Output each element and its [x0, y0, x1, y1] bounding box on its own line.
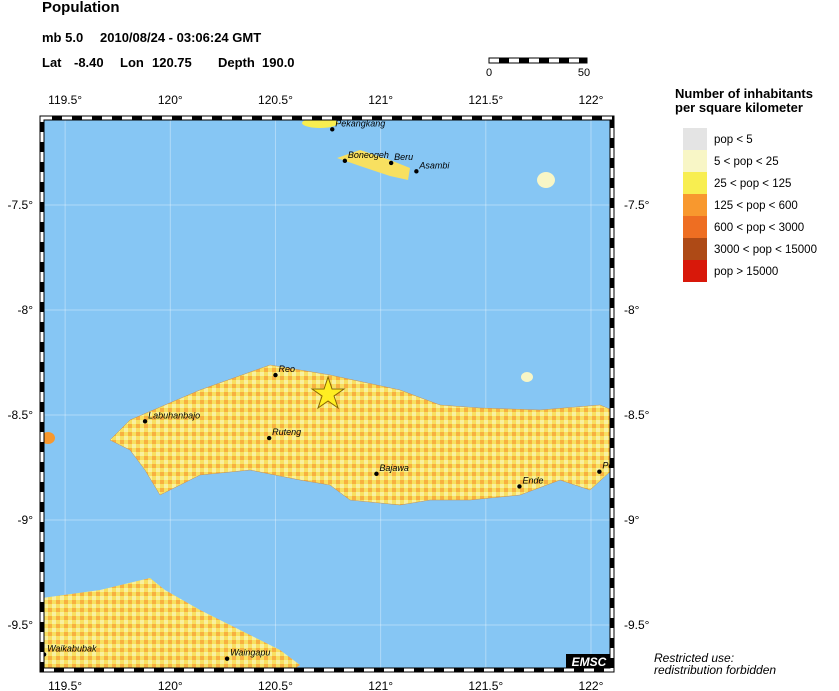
scale-bar: [488, 57, 588, 64]
lon-tick-label: 120°: [158, 679, 183, 691]
lon-tick-label: 120°: [158, 93, 183, 107]
lon-tick-label: 122°: [579, 679, 604, 691]
notice: redistribution forbidden: [654, 663, 776, 677]
legend-label: pop > 15000: [714, 266, 778, 278]
lat-tick-label: -7.5°: [8, 198, 34, 212]
depth-value: 190.0: [262, 55, 295, 70]
brand: EMSC: [572, 655, 607, 669]
lon-tick-label: 121°: [368, 679, 393, 691]
city-label: Pekangkang: [335, 118, 385, 128]
city-marker: [342, 158, 348, 164]
city-marker: [597, 469, 602, 474]
lon-tick-label: 121°: [368, 93, 393, 107]
lon-tick-label: 120.5°: [258, 679, 293, 691]
legend-swatch: [683, 194, 707, 216]
city-marker: [273, 372, 278, 378]
epicenter: [310, 375, 346, 410]
city-label: Asambi: [418, 160, 450, 170]
lon-tick-label: 120.5°: [258, 93, 293, 107]
lat-tick-label: -8°: [624, 303, 640, 317]
depth-label: Depth: [218, 55, 255, 70]
city-label: Waingapu: [230, 648, 270, 658]
city-label: Waikabubak: [47, 643, 97, 653]
notice: Restricted use:: [654, 651, 734, 665]
city-marker: [374, 471, 379, 477]
title: Population: [42, 0, 120, 16]
island: [337, 150, 410, 180]
legend-label: 125 < pop < 600: [714, 200, 798, 212]
island: [42, 432, 55, 444]
city-label: Po: [602, 461, 613, 471]
lat-tick-label: -8.5°: [624, 408, 650, 422]
city-marker: [388, 160, 394, 166]
lon-tick-label: 121.5°: [468, 679, 503, 691]
legend-label: 25 < pop < 125: [714, 178, 791, 190]
city-label: Ruteng: [272, 427, 301, 437]
lat-tick-label: -9°: [624, 513, 640, 527]
legend-swatch: [683, 172, 707, 194]
city-label: Beru: [394, 152, 413, 162]
legend-title: Number of inhabitants: [675, 86, 813, 101]
lon-tick-label: 119.5°: [48, 93, 82, 107]
lat-tick-label: -9.5°: [8, 618, 34, 632]
legend-swatch: [683, 150, 707, 172]
lon-tick-label: 121.5°: [468, 93, 503, 107]
legend-swatch: [683, 238, 707, 260]
legend-title: per square kilometer: [675, 100, 803, 115]
city-label: Labuhanbajo: [148, 410, 200, 420]
city-marker: [414, 169, 419, 174]
city-marker: [330, 127, 335, 132]
lat-label: Lat: [42, 55, 62, 70]
lat-tick-label: -9.5°: [624, 618, 650, 632]
time: 2010/08/24 - 03:06:24 GMT: [100, 30, 261, 45]
lat-tick-label: -8.5°: [8, 408, 34, 422]
city-marker: [266, 435, 272, 441]
scale-label: 50: [578, 67, 590, 79]
lon-value: 120.75: [152, 55, 192, 70]
island: [521, 372, 533, 382]
city-label: Boneogeh: [348, 150, 389, 160]
legend-swatch: [683, 260, 707, 282]
lon-tick-label: 122°: [579, 93, 604, 107]
city-marker: [142, 419, 148, 424]
legend-label: 600 < pop < 3000: [714, 222, 804, 234]
city-marker: [517, 484, 522, 489]
city-marker: [224, 656, 230, 661]
lon-tick-label: 119.5°: [48, 679, 82, 691]
city-label: Bajawa: [379, 463, 409, 473]
city-label: Ende: [522, 475, 543, 485]
map: Pekangkang Boneogeh Beru Asambi Reo Labuhanba…: [42, 118, 613, 670]
lat-tick-label: -9°: [18, 513, 34, 527]
legend-swatch: [683, 216, 707, 238]
legend-label: 3000 < pop < 15000: [714, 244, 817, 256]
scale-label: 0: [486, 67, 492, 79]
lon-label: Lon: [120, 55, 144, 70]
legend-label: pop < 5: [714, 134, 753, 146]
island: [537, 172, 555, 188]
legend-swatch: [683, 128, 707, 150]
lat-value: -8.40: [74, 55, 104, 70]
legend-label: 5 < pop < 25: [714, 156, 779, 168]
island-sumba: [42, 578, 300, 670]
city-label: Reo: [278, 364, 295, 374]
magnitude: mb 5.0: [42, 30, 83, 45]
lat-tick-label: -7.5°: [624, 198, 650, 212]
lat-tick-label: -8°: [18, 303, 34, 317]
island-flores: [109, 364, 612, 506]
